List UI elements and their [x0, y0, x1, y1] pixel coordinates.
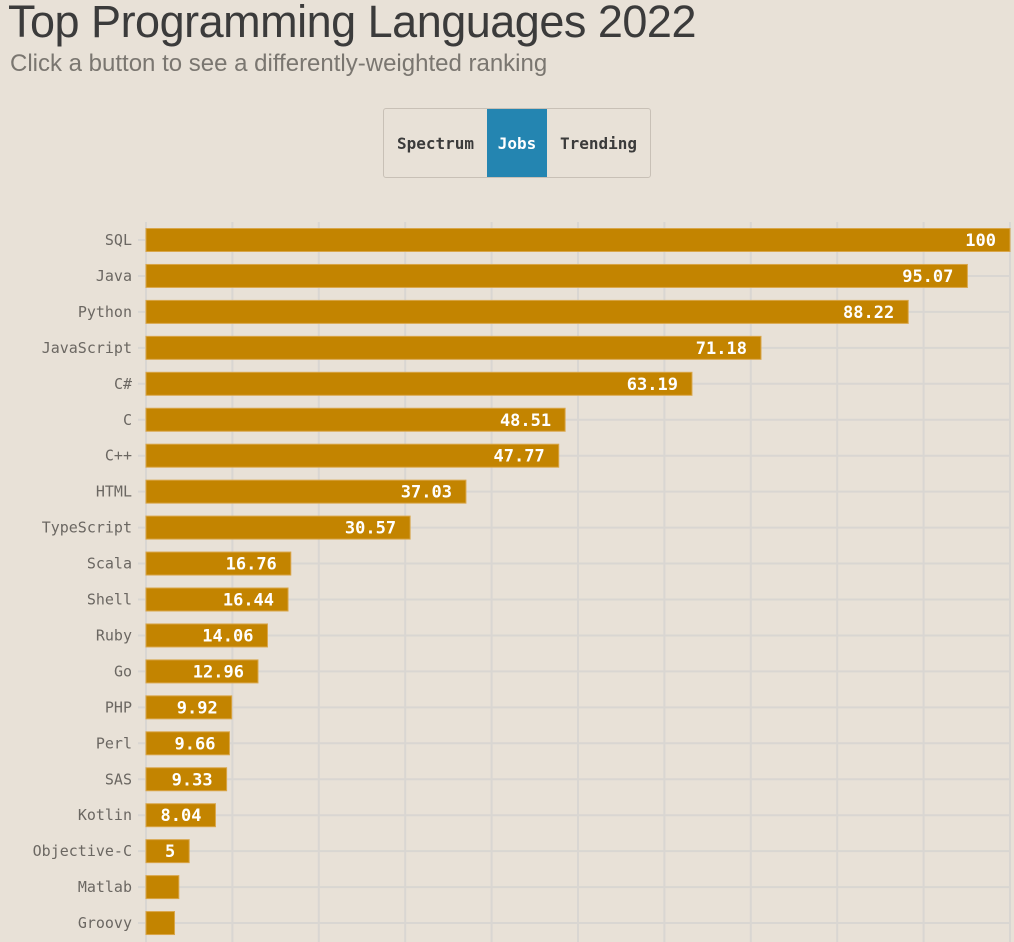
- value-label: 5: [165, 842, 175, 862]
- value-label: 63.19: [627, 375, 678, 395]
- value-labels: 100 95.07 88.22 71.18 63.19 48.51 47.77 37.0330…: [161, 231, 996, 862]
- spectrum-button[interactable]: Spectrum: [396, 133, 475, 153]
- y-tick-label: PHP: [105, 698, 132, 716]
- value-label: 14.06: [202, 626, 253, 646]
- y-tick-label: C++: [105, 447, 132, 465]
- value-label: 100: [965, 231, 996, 251]
- bar-perl[interactable]: [145, 731, 230, 756]
- bar-c[interactable]: [145, 407, 566, 432]
- y-tick-label: Perl: [96, 734, 132, 752]
- y-tick-label: Python: [78, 303, 132, 321]
- value-label: 16.44: [223, 591, 274, 611]
- bar-kotlin[interactable]: [145, 803, 216, 828]
- y-axis-labels: SQL Java Python JavaScript C# C C++ HTML TypeScr…: [33, 231, 132, 932]
- y-tick-label: Kotlin: [78, 806, 132, 824]
- chart-bars: [145, 228, 1011, 936]
- value-label: 95.07: [902, 267, 953, 287]
- y-tick-label: C#: [114, 375, 132, 393]
- value-label: 47.77: [494, 447, 545, 467]
- page-subtitle: Click a button to see a differently-weig…: [10, 50, 548, 77]
- value-label: 30.57: [345, 519, 396, 539]
- y-tick-label: SAS: [105, 770, 132, 788]
- y-tick-label: JavaScript: [42, 339, 132, 357]
- value-label: 12.96: [193, 662, 244, 682]
- value-label: 9.92: [177, 698, 218, 718]
- bar-shell[interactable]: [145, 587, 289, 612]
- bar-matlab[interactable]: [145, 875, 180, 900]
- value-label: 88.22: [843, 303, 894, 323]
- page-title: Top Programming Languages 2022: [8, 0, 696, 47]
- trending-button[interactable]: Trending: [559, 133, 638, 153]
- bar-java[interactable]: [145, 263, 968, 288]
- y-tick-label: Ruby: [96, 626, 132, 644]
- bar-objective-c[interactable]: [145, 839, 190, 864]
- bar-c-[interactable]: [145, 371, 693, 396]
- y-tick-label: HTML: [96, 483, 132, 501]
- bar-c-[interactable]: [145, 443, 560, 468]
- bar-groovy[interactable]: [145, 911, 176, 936]
- value-label: 8.04: [161, 806, 202, 826]
- y-tick-label: Java: [96, 267, 132, 285]
- bar-typescript[interactable]: [145, 515, 411, 540]
- value-label: 71.18: [696, 339, 747, 359]
- y-tick-label: Go: [114, 662, 132, 680]
- y-tick-label: Scala: [87, 555, 132, 573]
- value-label: 37.03: [401, 483, 452, 503]
- y-tick-label: Groovy: [78, 914, 132, 932]
- jobs-button[interactable]: Jobs: [487, 109, 547, 177]
- bar-ruby[interactable]: [145, 623, 268, 648]
- value-label: 9.66: [175, 734, 216, 754]
- bar-sas[interactable]: [145, 767, 228, 792]
- y-tick-label: SQL: [105, 231, 132, 249]
- y-tick-label: TypeScript: [42, 519, 132, 537]
- bar-sql[interactable]: [145, 228, 1011, 252]
- value-label: 16.76: [226, 555, 277, 575]
- bar-php[interactable]: [145, 695, 233, 720]
- value-label: 48.51: [500, 411, 551, 431]
- bar-go[interactable]: [145, 659, 259, 684]
- chart-grid: [138, 222, 1011, 942]
- y-tick-label: Shell: [87, 591, 132, 609]
- bar-python[interactable]: [145, 299, 909, 324]
- y-tick-label: Matlab: [78, 878, 132, 896]
- y-tick-label: Objective-C: [33, 842, 132, 860]
- bar-javascript[interactable]: [145, 335, 762, 360]
- y-tick-label: C: [123, 411, 132, 429]
- value-label: 9.33: [172, 770, 213, 790]
- bar-scala[interactable]: [145, 551, 292, 576]
- bar-html[interactable]: [145, 479, 467, 504]
- ranking-button-group: Spectrum Jobs Trending: [383, 108, 651, 178]
